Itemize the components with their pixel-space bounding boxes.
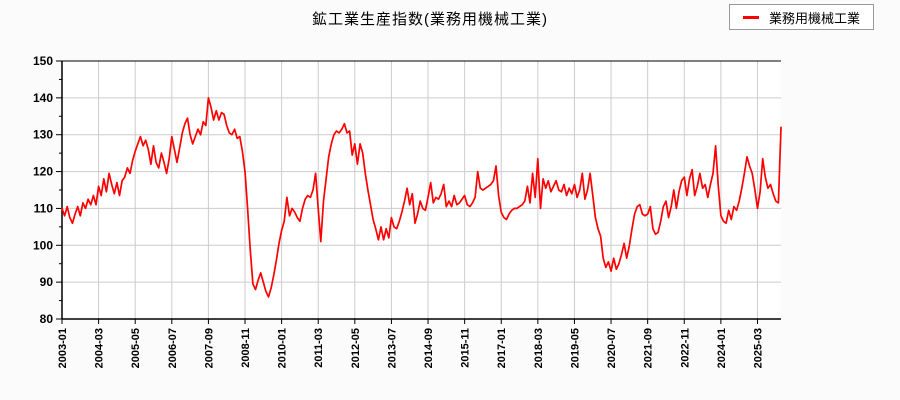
y-tick-label: 110 xyxy=(34,201,54,215)
x-tick-label: 2024-01 xyxy=(716,328,728,368)
x-tick-label: 2018-03 xyxy=(533,328,545,368)
y-tick-label: 150 xyxy=(33,54,53,68)
legend-series-label: 業務用機械工業 xyxy=(768,10,860,26)
x-tick-label: 2008-11 xyxy=(240,328,252,368)
x-tick-label: 2011-03 xyxy=(313,328,325,368)
x-tick-label: 2021-09 xyxy=(643,328,655,368)
x-tick-label: 2003-01 xyxy=(57,328,69,368)
x-tick-label: 2013-07 xyxy=(386,328,398,368)
y-tick-label: 90 xyxy=(40,275,54,289)
x-tick-label: 2006-07 xyxy=(167,328,179,368)
x-tick-label: 2007-09 xyxy=(203,328,215,368)
x-tick-label: 2025-03 xyxy=(752,328,764,368)
legend[interactable]: 業務用機械工業 xyxy=(728,4,874,30)
y-tick-label: 100 xyxy=(33,238,53,252)
x-tick-label: 2019-05 xyxy=(569,328,581,368)
x-tick-label: 2010-01 xyxy=(277,328,289,368)
x-tick-label: 2017-01 xyxy=(496,328,508,368)
x-tick-label: 2005-05 xyxy=(130,328,142,368)
x-tick-label: 2015-11 xyxy=(460,328,472,368)
y-tick-label: 130 xyxy=(33,128,53,142)
y-tick-label: 80 xyxy=(40,312,54,326)
x-tick-label: 2014-09 xyxy=(423,328,435,368)
series-line xyxy=(61,97,782,298)
chart-title: 鉱工業生産指数(業務用機械工業) xyxy=(312,11,548,28)
x-tick-label: 2012-05 xyxy=(350,328,362,368)
x-tick-label: 2004-03 xyxy=(94,328,106,368)
y-tick-label: 140 xyxy=(33,91,53,105)
x-tick-label: 2022-11 xyxy=(679,328,691,368)
legend-series-line-icon xyxy=(742,15,759,19)
plot-area xyxy=(62,61,781,319)
x-tick-label: 2020-07 xyxy=(606,328,618,368)
y-tick-label: 120 xyxy=(33,165,53,179)
